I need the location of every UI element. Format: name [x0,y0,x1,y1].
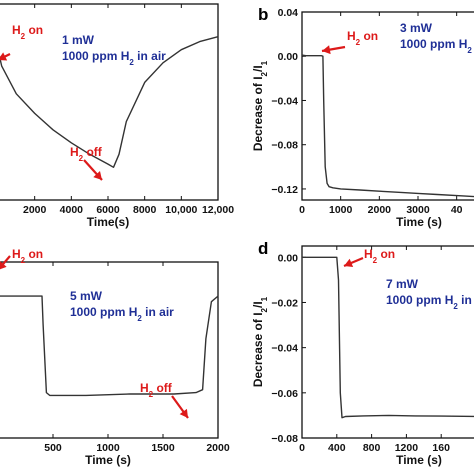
annotation-arrow-head [344,258,354,268]
x-tick-label: 40 [451,204,463,216]
x-tick-label: 1000 [329,204,353,216]
y-tick-label: −0.08 [271,433,298,445]
series-line [0,36,219,168]
annotation-arrow-head [93,171,102,180]
y-tick-label: 0.00 [278,252,299,264]
x-tick-label: 10,000 [165,204,197,216]
series-line [301,54,474,198]
annotation-arrow-head [0,52,8,61]
annotation-arrow-head [179,408,188,418]
x-tick-label: 400 [328,442,346,454]
x-axis-label: Time(s) [87,215,129,229]
panel-label: b [258,5,268,24]
plot-frame [301,11,474,201]
annotation-label: H2 off [70,145,103,163]
chart-panel-1: 0 1000 2000 3000 40 0.04 0.00 −0.04 −0.08 −0.12 Ti… [251,5,474,229]
x-tick-label: 2000 [23,204,47,216]
x-tick-label: 6000 [96,204,120,216]
series-line [0,295,219,397]
y-tick-label: −0.04 [271,95,298,107]
x-tick-label: 12,000 [202,204,234,216]
y-axis-label: Decrease of I2/I1 [251,296,269,387]
chart-panel-0: 2000 4000 6000 8000 10,000 12,000 Time(s) 1 mW 1… [0,3,234,229]
note-power: 5 mW [70,289,103,303]
x-tick-label: 1200 [395,442,419,454]
y-tick-label: 0.04 [278,7,299,19]
x-tick-label: 4000 [60,204,84,216]
y-tick-label: −0.02 [271,297,298,309]
y-tick-label: −0.12 [271,184,298,196]
note-concentration: 1000 ppm H2 in air [62,49,166,67]
x-tick-label: 800 [363,442,381,454]
annotation-arrow-shaft [0,255,11,270]
annotation-label: H2 on [12,247,43,265]
x-tick-label: 1500 [151,442,175,454]
note-power: 7 mW [386,277,419,291]
x-axis-label: Time (s) [396,215,442,229]
note-power: 3 mW [400,21,433,35]
y-tick-label: 0.00 [278,51,299,63]
annotation-label: H2 on [347,29,378,47]
note-concentration: 1000 ppm H2 [400,37,472,55]
annotation-arrow-head [0,261,7,270]
y-tick-label: −0.06 [271,388,298,400]
x-tick-label: 3000 [406,204,430,216]
x-tick-label: 1000 [96,442,120,454]
chart-panel-2: 500 1000 1500 2000 Time (s) 5 mW 1000 ppm H2 i… [0,247,230,467]
x-tick-label: 0 [299,442,305,454]
x-axis-label: Time (s) [85,453,131,467]
x-tick-label: 500 [44,442,62,454]
x-tick-label: 2000 [206,442,230,454]
annotation-label: H2 on [12,23,43,41]
annotation-label: H2 off [140,381,173,399]
x-tick-label: 2000 [368,204,392,216]
annotation-label: H2 on [364,247,395,265]
note-concentration: 1000 ppm H2 in [386,293,472,311]
x-tick-label: 160 [432,442,450,454]
note-power: 1 mW [62,33,95,47]
y-tick-label: −0.08 [271,140,298,152]
x-tick-label: 0 [299,204,305,216]
plot-frame [301,245,474,439]
x-axis-label: Time (s) [396,453,442,467]
chart-panel-3: 0 400 800 1200 160 0.00 −0.02 −0.04 −0.06 −0.08 Ti… [251,239,474,467]
annotation-arrow-head [322,45,331,55]
y-tick-label: −0.04 [271,343,298,355]
x-tick-label: 8000 [133,204,157,216]
y-axis-label: Decrease of I2/I1 [251,60,269,151]
panel-label: d [258,239,268,258]
note-concentration: 1000 ppm H2 in air [70,305,174,323]
series-line [302,256,474,419]
